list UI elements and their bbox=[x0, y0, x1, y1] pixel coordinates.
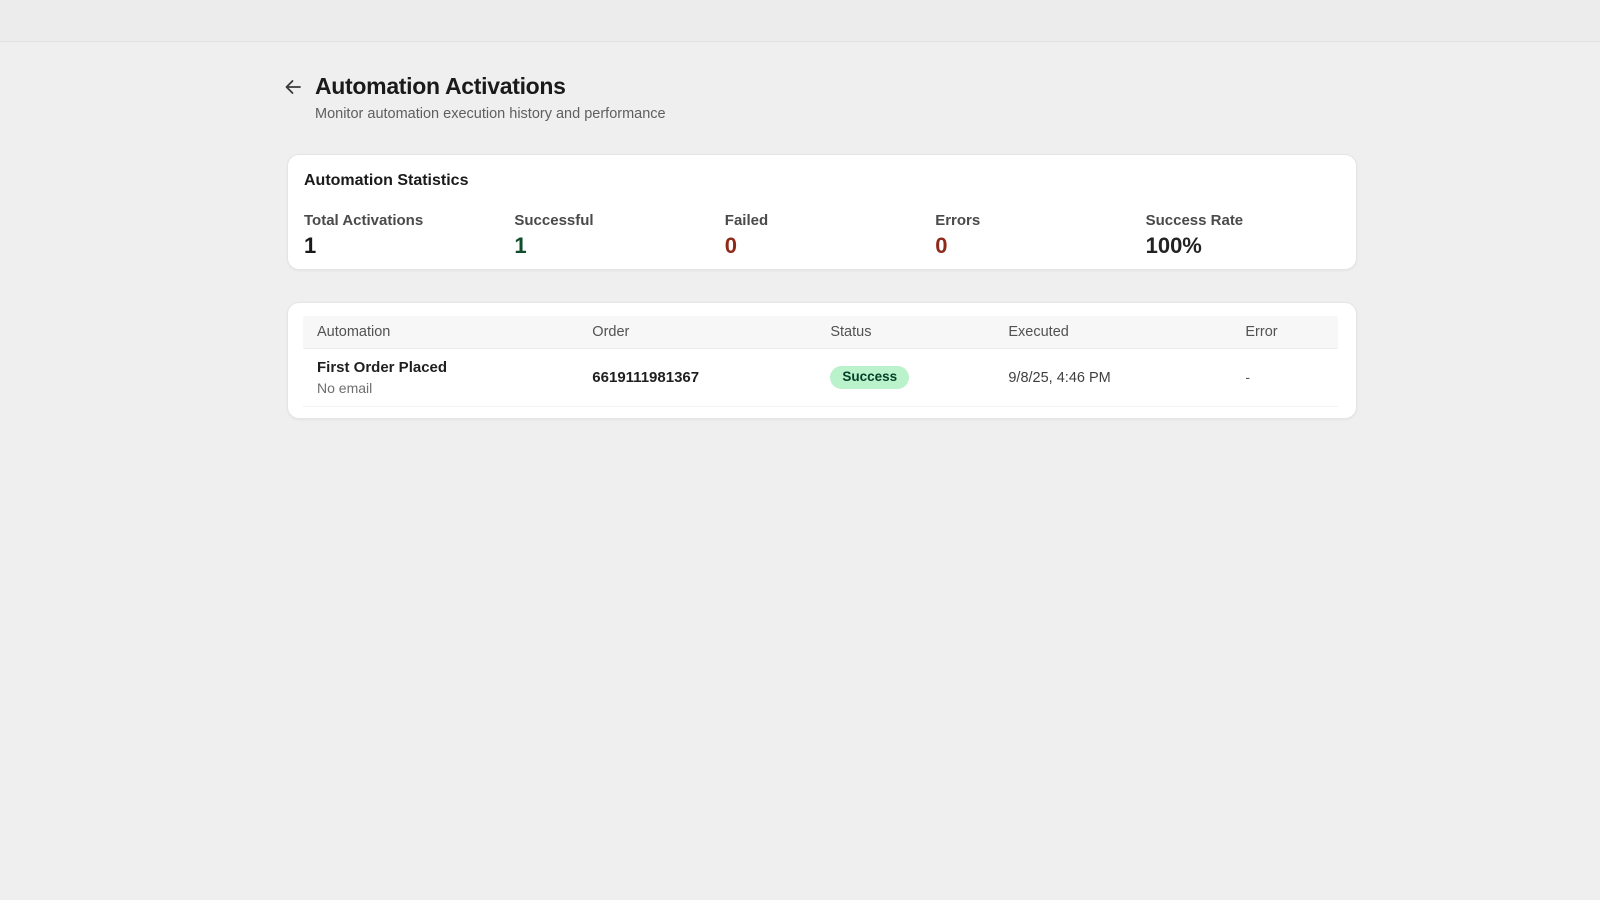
stats-card-heading: Automation Statistics bbox=[304, 172, 469, 189]
page-title: Automation Activations bbox=[315, 73, 566, 99]
stat-value: 100% bbox=[1145, 233, 1202, 258]
stat-label: Total Activations bbox=[304, 212, 424, 229]
table-header-row: Automation Order Status Executed Error bbox=[303, 316, 1338, 349]
stat-label: Successful bbox=[514, 212, 594, 229]
page-subtitle: Monitor automation execution history and… bbox=[315, 106, 666, 122]
error-cell: - bbox=[1231, 369, 1338, 387]
activations-table-card: Automation Order Status Executed Error F… bbox=[287, 302, 1357, 419]
stat-label: Errors bbox=[935, 212, 981, 229]
automation-subtext: No email bbox=[317, 379, 373, 396]
page-header: Automation Activations Monitor automatio… bbox=[283, 73, 1357, 123]
status-badge: Success bbox=[830, 366, 910, 389]
stat-successful: Successful 1 bbox=[514, 212, 724, 258]
top-bar bbox=[0, 0, 1600, 42]
automation-name: First Order Placed bbox=[317, 358, 448, 376]
back-button[interactable] bbox=[283, 77, 303, 97]
stat-success-rate: Success Rate 100% bbox=[1146, 212, 1356, 258]
order-number[interactable]: 6619111981367 bbox=[592, 368, 700, 386]
title-block: Automation Activations Monitor automatio… bbox=[315, 73, 666, 123]
stats-grid: Total Activations 1 Successful 1 Failed … bbox=[304, 212, 1356, 258]
stat-value: 0 bbox=[935, 233, 948, 258]
column-header-error: Error bbox=[1245, 324, 1278, 340]
automation-cell: First Order Placed No email bbox=[303, 359, 578, 397]
arrow-left-icon bbox=[283, 77, 303, 97]
stat-label: Success Rate bbox=[1145, 212, 1244, 229]
table-row[interactable]: First Order Placed No email 661911198136… bbox=[303, 349, 1338, 407]
stat-value: 1 bbox=[304, 233, 317, 258]
stat-value: 0 bbox=[724, 233, 738, 258]
column-header-order: Order bbox=[592, 324, 630, 340]
executed-cell: 9/8/25, 4:46 PM bbox=[994, 369, 1231, 387]
status-cell: Success bbox=[816, 366, 994, 389]
stat-total-activations: Total Activations 1 bbox=[304, 212, 514, 258]
main-content: Automation Activations Monitor automatio… bbox=[285, 73, 1357, 419]
column-header-executed: Executed bbox=[1008, 324, 1069, 340]
stat-value: 1 bbox=[514, 233, 527, 258]
order-cell: 6619111981367 bbox=[578, 369, 816, 387]
stat-failed: Failed 0 bbox=[725, 212, 935, 258]
column-header-automation: Automation bbox=[317, 324, 391, 340]
column-header-status: Status bbox=[830, 324, 872, 340]
stat-errors: Errors 0 bbox=[935, 212, 1145, 258]
stat-label: Failed bbox=[724, 212, 769, 229]
executed-timestamp: 9/8/25, 4:46 PM bbox=[1008, 369, 1111, 386]
error-value: - bbox=[1245, 368, 1251, 385]
automation-statistics-card: Automation Statistics Total Activations … bbox=[287, 154, 1357, 270]
